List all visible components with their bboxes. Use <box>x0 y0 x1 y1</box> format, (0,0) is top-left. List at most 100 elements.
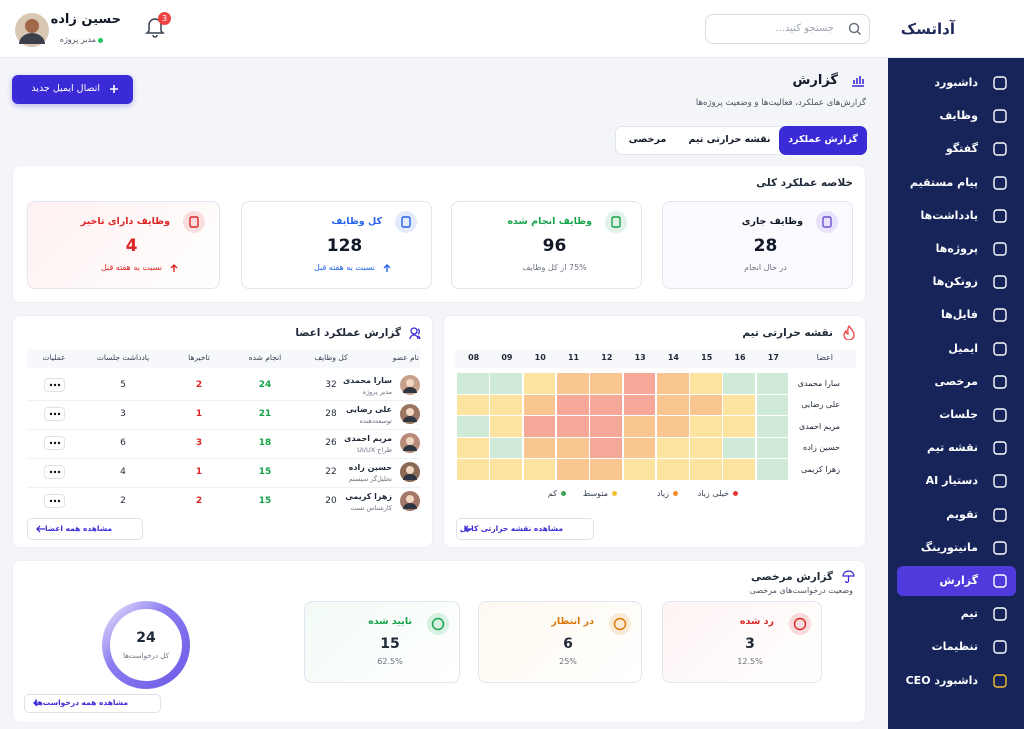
card-note: 75% از کل وظایف <box>522 263 587 272</box>
tab[interactable]: مرخصی <box>628 134 667 145</box>
sidebar-item[interactable]: پیام مستقیم <box>909 175 978 189</box>
hour-label: 13 <box>634 353 646 362</box>
leave-title: گزارش مرخصی <box>751 571 833 583</box>
heat-cell <box>523 394 556 416</box>
hour-label: 15 <box>701 353 713 362</box>
heat-cell <box>656 437 689 459</box>
legend-dot <box>733 491 738 496</box>
sidebar-item[interactable]: پروژه‌ها <box>935 242 978 255</box>
summary-card <box>662 201 853 289</box>
heat-cell <box>690 437 722 459</box>
summary-card <box>27 201 220 289</box>
sidebar-item[interactable]: تقویم <box>946 507 978 521</box>
leave-count: 15 <box>380 636 400 652</box>
member-notes: 6 <box>120 438 126 448</box>
search-placeholder: جستجو کنید... <box>775 23 834 34</box>
heat-cell <box>623 416 656 437</box>
heat-cell <box>723 437 756 459</box>
sidebar-icon <box>993 142 1007 157</box>
heat-cell <box>656 373 689 394</box>
sidebar-icon <box>993 507 1007 522</box>
sidebar-item[interactable]: نقشه تیم <box>927 441 978 455</box>
member-name: علی رضایی <box>345 405 392 414</box>
sidebar-item[interactable]: گفتگو <box>945 142 978 156</box>
sidebar-item[interactable]: فایل‌ها <box>940 308 978 322</box>
legend-label: زیاد <box>656 489 669 498</box>
arrow-icon <box>464 525 473 533</box>
sidebar-item[interactable]: داشبورد <box>934 76 978 89</box>
tab-active[interactable] <box>779 126 867 155</box>
card-note: در حال انجام <box>744 263 787 272</box>
report-icon <box>852 76 864 87</box>
leave-button-label[interactable]: مشاهده همه درخواست‌ها <box>34 698 128 707</box>
card-icon <box>395 211 417 233</box>
heat-cell <box>723 459 756 480</box>
new-email-label[interactable]: اتصال ایمیل جدید <box>31 83 100 94</box>
sidebar-icon <box>993 673 1007 688</box>
heatmap-button[interactable] <box>456 518 594 540</box>
heat-cell <box>756 459 789 480</box>
heatmap-member: حسین زاده <box>803 443 840 453</box>
hour-label: 14 <box>667 353 679 362</box>
heatmap-member: علی رضایی <box>801 400 840 410</box>
row-divider <box>27 399 420 401</box>
card-value: 28 <box>753 236 778 256</box>
sidebar-item[interactable]: ایمیل <box>948 341 978 355</box>
member-done: 15 <box>258 467 272 477</box>
card-icon <box>605 211 627 233</box>
sidebar-item[interactable]: گزارش <box>939 574 978 587</box>
sidebar-icon <box>993 640 1007 655</box>
heat-cell <box>723 373 756 394</box>
member-avatar <box>400 491 420 511</box>
online-dot <box>98 38 103 43</box>
hour-label: 10 <box>534 353 546 362</box>
heatmap-button-label[interactable]: مشاهده نقشه حرارتی کامل <box>459 524 563 533</box>
card-label: وظایف دارای تاخیر <box>80 216 170 227</box>
member-done: 18 <box>258 438 272 448</box>
heat-cell <box>457 373 489 394</box>
sidebar-item[interactable]: مانیتورینگ <box>920 540 978 554</box>
sidebar <box>888 58 1024 729</box>
sidebar-item[interactable]: مرخصی <box>934 374 978 388</box>
sidebar-item[interactable]: داشبورد CEO <box>905 673 978 687</box>
heat-cell <box>556 459 589 480</box>
sidebar-item[interactable]: دستیار AI <box>925 474 978 488</box>
sidebar-item[interactable]: زونکن‌ها <box>932 275 978 289</box>
heat-cell <box>690 459 722 480</box>
heat-cell <box>457 459 489 480</box>
member-role: تحلیل‌گر سیستم <box>348 475 392 483</box>
tab[interactable]: گزارش عملکرد <box>788 134 858 145</box>
members-button[interactable] <box>27 518 143 540</box>
sidebar-item[interactable]: جلسات <box>939 408 978 421</box>
sidebar-item[interactable]: یادداشت‌ها <box>920 208 978 222</box>
leave-count: 6 <box>563 636 573 652</box>
sidebar-item[interactable]: تنظیمات <box>931 640 978 654</box>
sidebar-item[interactable]: وظایف <box>939 109 978 123</box>
search-box[interactable] <box>705 14 870 44</box>
leave-percent: 25% <box>559 657 577 666</box>
fire-icon <box>843 325 855 340</box>
sidebar-icon <box>993 175 1007 190</box>
member-avatar <box>400 404 420 424</box>
leave-button[interactable] <box>24 694 161 713</box>
card-value: 128 <box>326 236 363 256</box>
leave-icon <box>609 613 631 635</box>
trend-icon <box>383 264 390 272</box>
sidebar-item[interactable]: تیم <box>960 607 978 621</box>
column-header: کل وظایف <box>314 353 348 362</box>
members-button-label[interactable]: مشاهده همه اعضا <box>45 524 112 533</box>
bell-icon <box>145 18 165 38</box>
column-header: عملیات <box>42 353 66 362</box>
legend-dot <box>673 491 678 496</box>
member-notes: 4 <box>120 467 126 477</box>
leave-card <box>304 601 460 683</box>
sidebar-icon <box>993 242 1007 256</box>
dots-icon <box>49 441 61 445</box>
summary-title: خلاصه عملکرد کلی <box>756 177 853 189</box>
tab[interactable]: نقشه حرارتی تیم <box>688 134 771 145</box>
leave-percent: 12.5% <box>737 657 763 666</box>
heatmap-member: زهرا کریمی <box>800 464 840 474</box>
heat-cell <box>556 394 589 416</box>
heat-cell <box>623 437 656 459</box>
arrow-icon <box>36 525 45 533</box>
